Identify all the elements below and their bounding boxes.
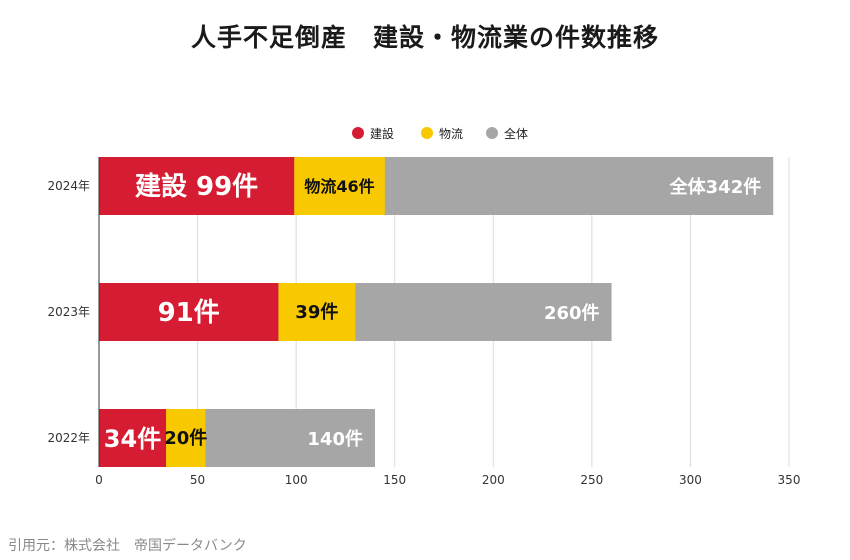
- y-category-label: 2023年: [47, 305, 90, 319]
- x-tick-label: 150: [383, 473, 406, 487]
- bar-建設: [99, 157, 295, 215]
- legend-marker-物流: [421, 127, 433, 139]
- x-tick-label: 50: [190, 473, 205, 487]
- legend-marker-全体: [486, 127, 498, 139]
- data-label-物流: 物流46件: [304, 177, 374, 196]
- x-tick-label: 0: [95, 473, 103, 487]
- x-tick-label: 100: [285, 473, 308, 487]
- x-tick-label: 350: [778, 473, 801, 487]
- bar-建設: [99, 409, 167, 467]
- y-category-label: 2024年: [47, 179, 90, 193]
- bar-建設: [99, 283, 279, 341]
- legend-label-建設: 建設: [370, 126, 394, 141]
- bar-物流: [278, 283, 356, 341]
- legend-label-物流: 物流: [439, 127, 463, 141]
- data-label-物流: 20件: [164, 427, 207, 449]
- data-label-全体: 全体342件: [669, 176, 762, 198]
- data-label-建設: 91件: [158, 298, 220, 328]
- data-label-物流: 39件: [295, 301, 338, 323]
- bar-物流: [294, 157, 385, 215]
- axes: 0 50 100 150 200 250 300 350 2024年 2023年 2022年: [47, 157, 800, 487]
- legend-marker-建設: [352, 127, 364, 139]
- data-label-建設: 建設 99件: [135, 171, 258, 202]
- data-label-全体: 260件: [544, 302, 600, 324]
- x-tick-label: 300: [679, 473, 702, 487]
- source-note: 引用元：株式会社 帝国データバンク: [8, 538, 247, 554]
- data-labels: 建設 99件 物流46件 全体342件 91件 39件 260件 34件 20件 140件: [104, 171, 761, 453]
- x-tick-label: 250: [580, 473, 603, 487]
- legend: 建設 物流 全体: [352, 126, 528, 141]
- bar-chart: 建設 99件 物流46件 全体342件 91件 39件 260件 34件 20件 140件 0 5…: [47, 126, 800, 487]
- bar-物流: [166, 409, 206, 467]
- legend-label-全体: 全体: [504, 126, 528, 141]
- data-label-全体: 140件: [307, 428, 363, 450]
- chart-title: 人手不足倒産 建設・物流業の件数推移: [190, 23, 659, 52]
- y-category-label: 2022年: [47, 431, 90, 445]
- bars: [99, 157, 774, 467]
- data-label-建設: 34件: [104, 425, 161, 453]
- x-tick-label: 200: [482, 473, 505, 487]
